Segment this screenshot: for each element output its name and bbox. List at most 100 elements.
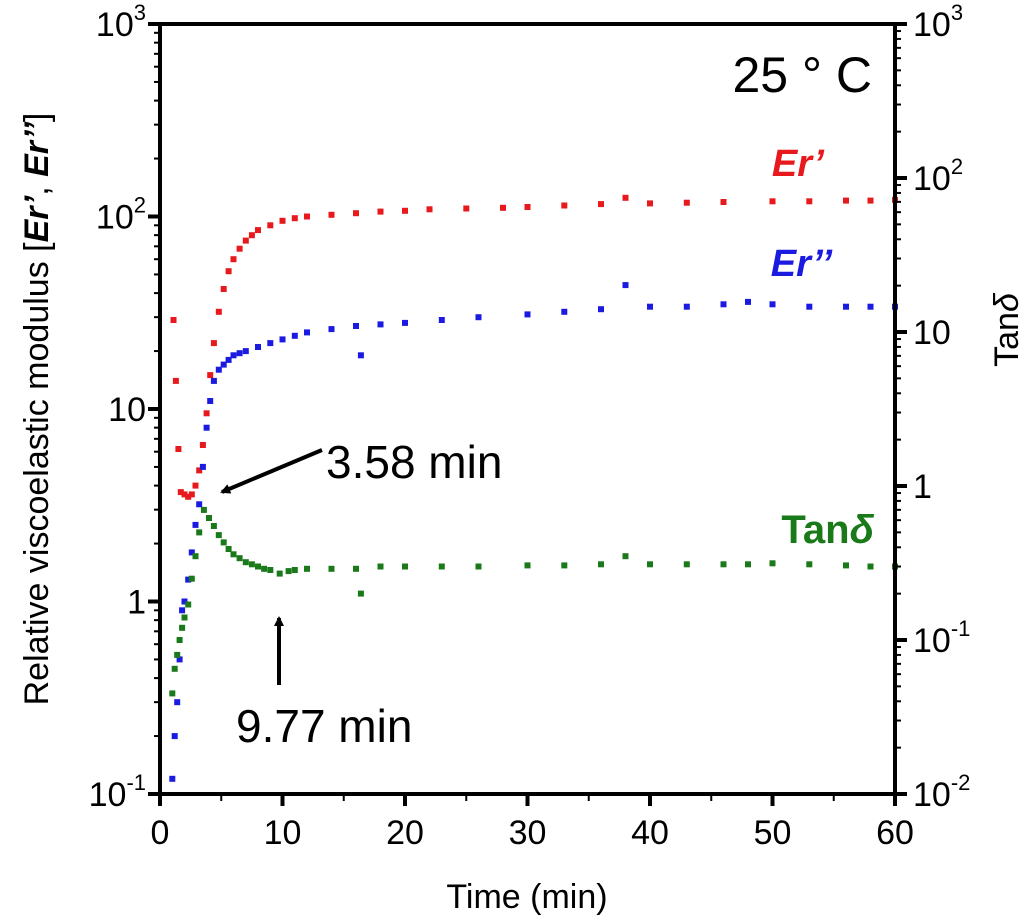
data-point (304, 213, 310, 220)
data-point (207, 372, 214, 379)
right-tick-label: 1 (913, 468, 932, 506)
data-point (867, 563, 874, 570)
annotation-layer: 3.58 min 9.77 min (220, 436, 502, 752)
data-point (745, 561, 751, 568)
data-point (598, 201, 604, 208)
right-tick-label: 10-2 (913, 770, 970, 814)
data-point (353, 210, 359, 217)
data-point (285, 568, 292, 575)
data-point (279, 217, 286, 224)
data-point (769, 301, 776, 308)
data-point (188, 575, 195, 582)
data-point (769, 560, 776, 567)
data-point (248, 561, 255, 568)
x-tick-label: 50 (754, 814, 792, 852)
data-point (220, 361, 227, 368)
data-point (598, 561, 604, 568)
data-point (843, 197, 849, 204)
data-point (169, 775, 176, 782)
data-point (843, 562, 849, 569)
data-point (377, 208, 384, 215)
data-point (291, 215, 298, 222)
right-tick-label: 103 (913, 0, 963, 44)
data-point (207, 398, 214, 404)
data-point (215, 532, 222, 539)
data-point (475, 314, 482, 321)
data-point (175, 446, 182, 452)
data-point (192, 482, 199, 489)
data-point (402, 319, 408, 326)
series-label-tandelta-delta: δ (850, 508, 875, 552)
data-point (181, 491, 188, 498)
data-point (402, 563, 408, 570)
data-point (357, 352, 364, 359)
data-point (196, 501, 203, 508)
data-point (353, 323, 359, 329)
data-point (225, 356, 232, 363)
data-point (255, 344, 261, 350)
data-point (806, 198, 813, 205)
data-point (236, 555, 243, 562)
data-point (647, 200, 653, 207)
data-point (174, 651, 181, 658)
annotation-arrow-3-58 (220, 448, 323, 494)
data-point (220, 286, 227, 292)
data-point (720, 561, 727, 568)
data-point (225, 546, 232, 552)
condition-label: 25 ° C (732, 47, 872, 103)
left-tick-label: 10-1 (89, 770, 146, 814)
data-point (561, 562, 568, 569)
data-point (220, 539, 227, 546)
data-point (276, 570, 283, 577)
data-point (769, 198, 776, 205)
data-point (176, 656, 183, 663)
series-label-er-prime: Er’ (772, 143, 825, 185)
data-point (475, 563, 482, 570)
data-point (561, 202, 568, 209)
data-point (199, 442, 206, 448)
data-point (647, 561, 653, 568)
right-axis-title-base: Tan (988, 312, 1026, 367)
series-0 (170, 194, 898, 500)
data-point (524, 204, 531, 210)
data-point (291, 567, 298, 573)
data-point (867, 303, 874, 310)
series-layer (169, 194, 898, 782)
x-axis-title: Time (min) (446, 878, 607, 916)
data-point (261, 565, 268, 572)
left-tick-label: 103 (96, 0, 146, 44)
data-point (185, 576, 192, 583)
right-axis-title: Tanδ (988, 292, 1026, 367)
data-point (230, 352, 237, 359)
data-point (171, 733, 178, 740)
data-point (192, 521, 199, 528)
data-point (242, 237, 249, 244)
series-label-tandelta-base: Tan (781, 508, 849, 552)
left-axis-title-er-prime: Er’ (18, 195, 56, 242)
data-point (179, 607, 186, 614)
data-point (806, 303, 813, 310)
data-point (500, 204, 506, 211)
right-axis-title-delta: δ (988, 292, 1026, 312)
annotation-label-3-58: 3.58 min (326, 436, 502, 488)
data-point (236, 245, 243, 252)
right-tick-label: 102 (913, 154, 963, 198)
data-point (179, 624, 186, 631)
data-point (200, 506, 207, 513)
left-tick-label: 1 (127, 584, 146, 622)
data-point (225, 268, 232, 275)
data-point (230, 551, 237, 558)
data-point (248, 232, 255, 239)
data-point (328, 211, 335, 218)
data-point (683, 561, 690, 568)
data-point (210, 340, 217, 347)
data-point (353, 565, 359, 572)
data-point (199, 463, 206, 470)
left-axis-title-text: Relative viscoelastic modulus [ (18, 242, 56, 706)
x-tick-label: 30 (509, 814, 547, 852)
series-label-er-dprime: Er’’ (771, 243, 833, 285)
data-point (170, 317, 177, 323)
x-tick-label: 40 (631, 814, 669, 852)
left-tick-label: 102 (96, 193, 146, 237)
